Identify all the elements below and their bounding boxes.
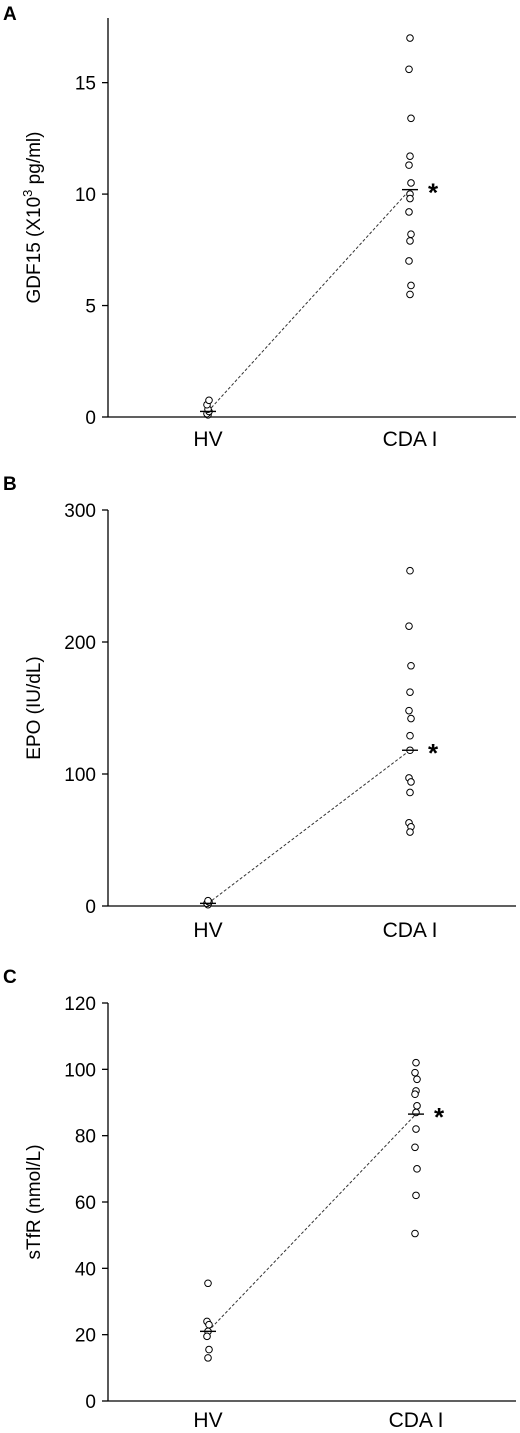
x-category-label: HV bbox=[193, 1409, 222, 1432]
y-tick-label: 0 bbox=[85, 1392, 96, 1413]
data-point-cda-i bbox=[406, 688, 414, 696]
y-tick-label: 20 bbox=[75, 1326, 96, 1347]
data-point-cda-i bbox=[407, 778, 415, 786]
data-point-cda-i bbox=[406, 237, 414, 245]
significance-marker: * bbox=[428, 738, 439, 768]
y-tick-label: 100 bbox=[64, 765, 96, 786]
median-connector-line bbox=[207, 189, 411, 412]
y-tick-label: 15 bbox=[75, 74, 96, 95]
panel-letter: B bbox=[3, 474, 17, 495]
data-point-cda-i bbox=[411, 1068, 419, 1077]
y-axis-title-text: EPO (IU/dL) bbox=[24, 656, 45, 759]
panel-c: C 0 20 40 60 80 100 120 HV CDA I sTfR (nmol/L) * bbox=[3, 967, 516, 1432]
data-point-cda-i bbox=[406, 788, 414, 797]
data-point-hv bbox=[205, 1320, 213, 1329]
data-point-cda-i bbox=[412, 1058, 420, 1067]
y-tick-label: 40 bbox=[75, 1259, 96, 1280]
y-tick-label: 0 bbox=[85, 408, 96, 429]
data-point-cda-i bbox=[411, 1143, 419, 1152]
data-point-hv bbox=[205, 1345, 213, 1354]
data-point-cda-i bbox=[413, 1102, 421, 1110]
data-point-cda-i bbox=[407, 230, 415, 239]
data-point-cda-i bbox=[405, 706, 413, 715]
data-point-cda-i bbox=[412, 1125, 420, 1133]
panel-b: B 0 100 200 300 HV CDA I EPO (IU/dL) * bbox=[3, 474, 516, 942]
data-point-cda-i bbox=[411, 1229, 419, 1238]
data-point-hv bbox=[205, 396, 213, 405]
data-point-cda-i bbox=[407, 714, 415, 723]
data-point-cda-i bbox=[407, 281, 415, 290]
x-category-label: CDA I bbox=[383, 428, 438, 451]
data-point-cda-i bbox=[413, 1075, 421, 1084]
y-axis-title-text: sTfR (nmol/L) bbox=[24, 1144, 45, 1259]
data-point-cda-i bbox=[407, 179, 415, 187]
y-axis-title: GDF15 (X103 pg/ml) bbox=[20, 132, 45, 304]
y-tick-label: 100 bbox=[64, 1060, 96, 1081]
significance-marker: * bbox=[434, 1102, 445, 1132]
y-tick-label: 60 bbox=[75, 1193, 96, 1214]
data-point-cda-i bbox=[406, 34, 414, 42]
data-point-cda-i bbox=[405, 161, 413, 169]
data-point-cda-i bbox=[405, 622, 413, 630]
data-point-cda-i bbox=[405, 65, 413, 74]
x-category-label: HV bbox=[193, 428, 222, 451]
y-axis-title-text: GDF15 (X10 bbox=[24, 197, 45, 304]
data-point-hv bbox=[203, 1332, 211, 1341]
data-point-cda-i bbox=[406, 290, 414, 299]
data-point-cda-i bbox=[407, 114, 415, 123]
data-point-cda-i bbox=[406, 566, 414, 575]
y-tick-label: 200 bbox=[64, 633, 96, 654]
data-point-cda-i bbox=[411, 1090, 419, 1099]
y-axis-title: EPO (IU/dL) bbox=[24, 656, 45, 759]
x-category-label: CDA I bbox=[389, 1409, 444, 1432]
y-axis-title-superscript: 3 bbox=[20, 190, 35, 197]
data-point-cda-i bbox=[407, 661, 415, 670]
data-point-cda-i bbox=[406, 152, 414, 161]
x-category-label: HV bbox=[193, 919, 222, 942]
data-point-cda-i bbox=[405, 257, 413, 265]
data-point-cda-i bbox=[412, 1191, 420, 1200]
data-point-cda-i bbox=[406, 731, 414, 740]
y-tick-label: 300 bbox=[64, 501, 96, 522]
panel-a: A 0 5 10 15 HV CDA I GDF15 (X103 pg/ml) * bbox=[3, 4, 516, 451]
y-tick-label: 0 bbox=[85, 897, 96, 918]
panel-letter: C bbox=[3, 967, 17, 988]
y-tick-label: 120 bbox=[64, 994, 96, 1015]
y-tick-label: 5 bbox=[85, 297, 96, 318]
y-axis-title-unit: pg/ml) bbox=[24, 132, 45, 190]
data-point-hv bbox=[204, 1354, 212, 1362]
y-axis-title: sTfR (nmol/L) bbox=[24, 1144, 45, 1259]
panel-letter: A bbox=[3, 4, 17, 25]
data-point-cda-i bbox=[406, 828, 414, 836]
y-tick-label: 80 bbox=[75, 1127, 96, 1148]
median-connector-line bbox=[207, 749, 411, 904]
data-point-cda-i bbox=[405, 208, 413, 216]
data-point-hv bbox=[204, 1279, 212, 1288]
x-category-label: CDA I bbox=[383, 919, 438, 942]
median-connector-line bbox=[207, 1113, 417, 1332]
y-tick-label: 10 bbox=[75, 185, 96, 206]
significance-marker: * bbox=[428, 178, 439, 208]
data-point-cda-i bbox=[413, 1165, 421, 1173]
data-point-cda-i bbox=[406, 194, 414, 203]
